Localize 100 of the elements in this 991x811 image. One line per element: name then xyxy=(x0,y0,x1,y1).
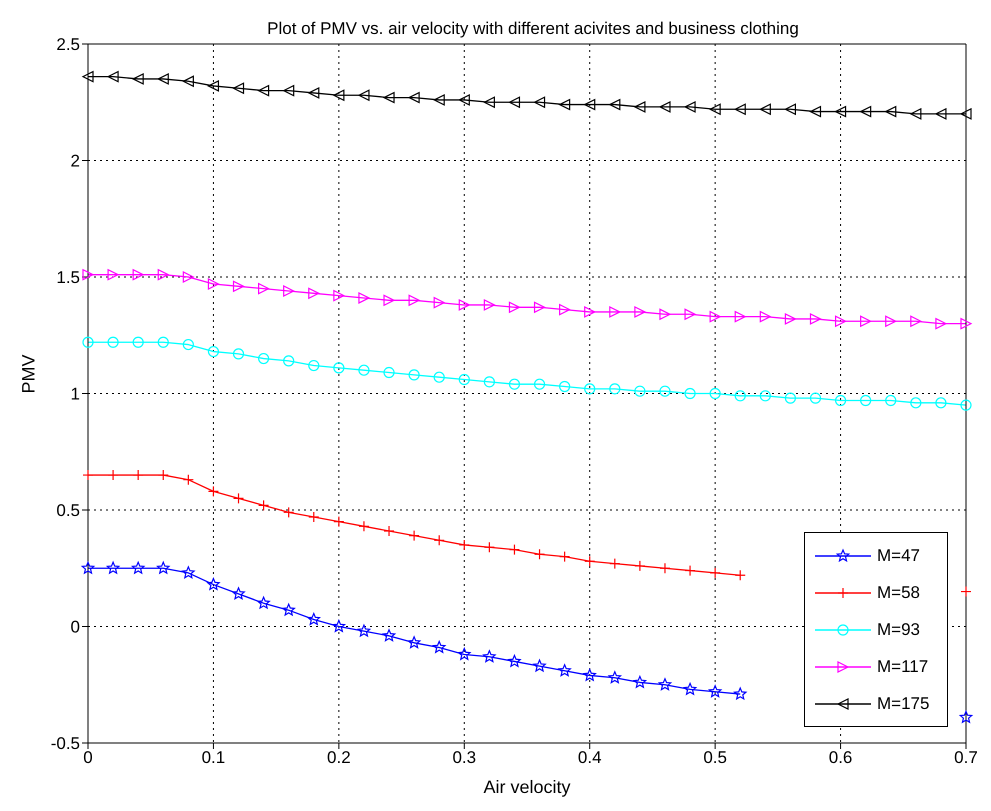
chart-title: Plot of PMV vs. air velocity with different acivites and business clothing xyxy=(267,19,799,38)
y-tick-label: 0.5 xyxy=(56,501,80,520)
point xyxy=(283,355,294,366)
point xyxy=(508,544,520,556)
point xyxy=(434,534,445,546)
point xyxy=(935,318,947,330)
point xyxy=(609,383,620,394)
point xyxy=(333,290,344,302)
point xyxy=(760,104,771,115)
point xyxy=(960,318,972,330)
point xyxy=(232,82,244,94)
point xyxy=(182,271,194,283)
point xyxy=(784,313,796,325)
x-axis-title: Air velocity xyxy=(483,777,571,797)
point xyxy=(182,76,194,87)
point xyxy=(232,587,245,600)
point xyxy=(158,269,169,280)
point xyxy=(684,682,696,695)
point xyxy=(834,316,846,327)
point xyxy=(710,311,721,322)
point xyxy=(634,386,646,397)
point xyxy=(910,397,922,408)
point xyxy=(458,94,470,106)
point xyxy=(484,542,495,553)
point xyxy=(734,390,746,402)
point xyxy=(258,500,270,511)
point xyxy=(860,316,872,327)
point xyxy=(784,104,796,115)
point xyxy=(634,306,646,318)
point xyxy=(910,108,922,120)
point xyxy=(559,98,570,110)
point xyxy=(283,85,294,96)
point xyxy=(484,299,495,311)
point xyxy=(383,525,395,537)
point xyxy=(434,297,445,308)
point xyxy=(760,311,771,322)
x-tick-label: 0.1 xyxy=(202,748,226,768)
point xyxy=(659,562,671,574)
point xyxy=(82,562,94,574)
point xyxy=(584,306,596,318)
point xyxy=(559,551,570,562)
x-tick-label: 0.7 xyxy=(954,748,978,768)
point xyxy=(156,562,170,574)
x-tick-label: 0.4 xyxy=(578,748,602,768)
y-tick-label: 1.5 xyxy=(56,268,80,288)
point xyxy=(106,562,120,574)
point xyxy=(82,469,94,481)
point xyxy=(132,336,144,348)
point xyxy=(132,469,144,481)
point xyxy=(634,101,646,113)
point xyxy=(885,106,896,118)
point xyxy=(132,269,144,280)
point xyxy=(885,316,896,327)
point xyxy=(484,96,495,108)
point xyxy=(734,570,746,581)
point xyxy=(458,648,471,660)
point xyxy=(784,392,796,404)
legend-label: M=93 xyxy=(877,620,921,640)
point xyxy=(684,101,696,113)
point xyxy=(158,73,169,85)
point xyxy=(584,556,596,567)
point xyxy=(458,299,470,311)
point xyxy=(257,596,270,609)
point xyxy=(734,687,747,700)
point xyxy=(484,376,495,388)
point xyxy=(258,352,270,364)
point xyxy=(534,378,546,390)
point xyxy=(584,383,596,394)
point xyxy=(960,710,972,723)
point xyxy=(408,294,420,306)
point xyxy=(132,73,144,85)
legend-label: M=175 xyxy=(877,694,930,714)
point xyxy=(834,106,846,118)
point xyxy=(834,394,846,406)
point xyxy=(885,394,896,406)
point xyxy=(659,308,671,320)
point xyxy=(107,71,119,82)
point xyxy=(283,285,294,297)
point xyxy=(82,269,94,280)
point xyxy=(232,492,244,504)
point xyxy=(434,94,445,106)
point xyxy=(107,269,119,280)
point xyxy=(910,316,922,327)
point xyxy=(634,676,646,688)
point xyxy=(659,386,671,397)
point xyxy=(935,397,947,408)
point xyxy=(182,338,194,350)
point xyxy=(282,604,295,616)
point xyxy=(208,486,220,497)
point xyxy=(307,612,320,625)
point xyxy=(960,108,972,120)
point xyxy=(609,98,620,110)
point xyxy=(508,378,520,390)
point xyxy=(408,369,420,380)
point xyxy=(534,302,546,313)
point xyxy=(232,280,244,292)
point xyxy=(382,629,396,642)
point xyxy=(408,636,420,648)
point xyxy=(308,360,320,372)
point xyxy=(408,92,420,104)
